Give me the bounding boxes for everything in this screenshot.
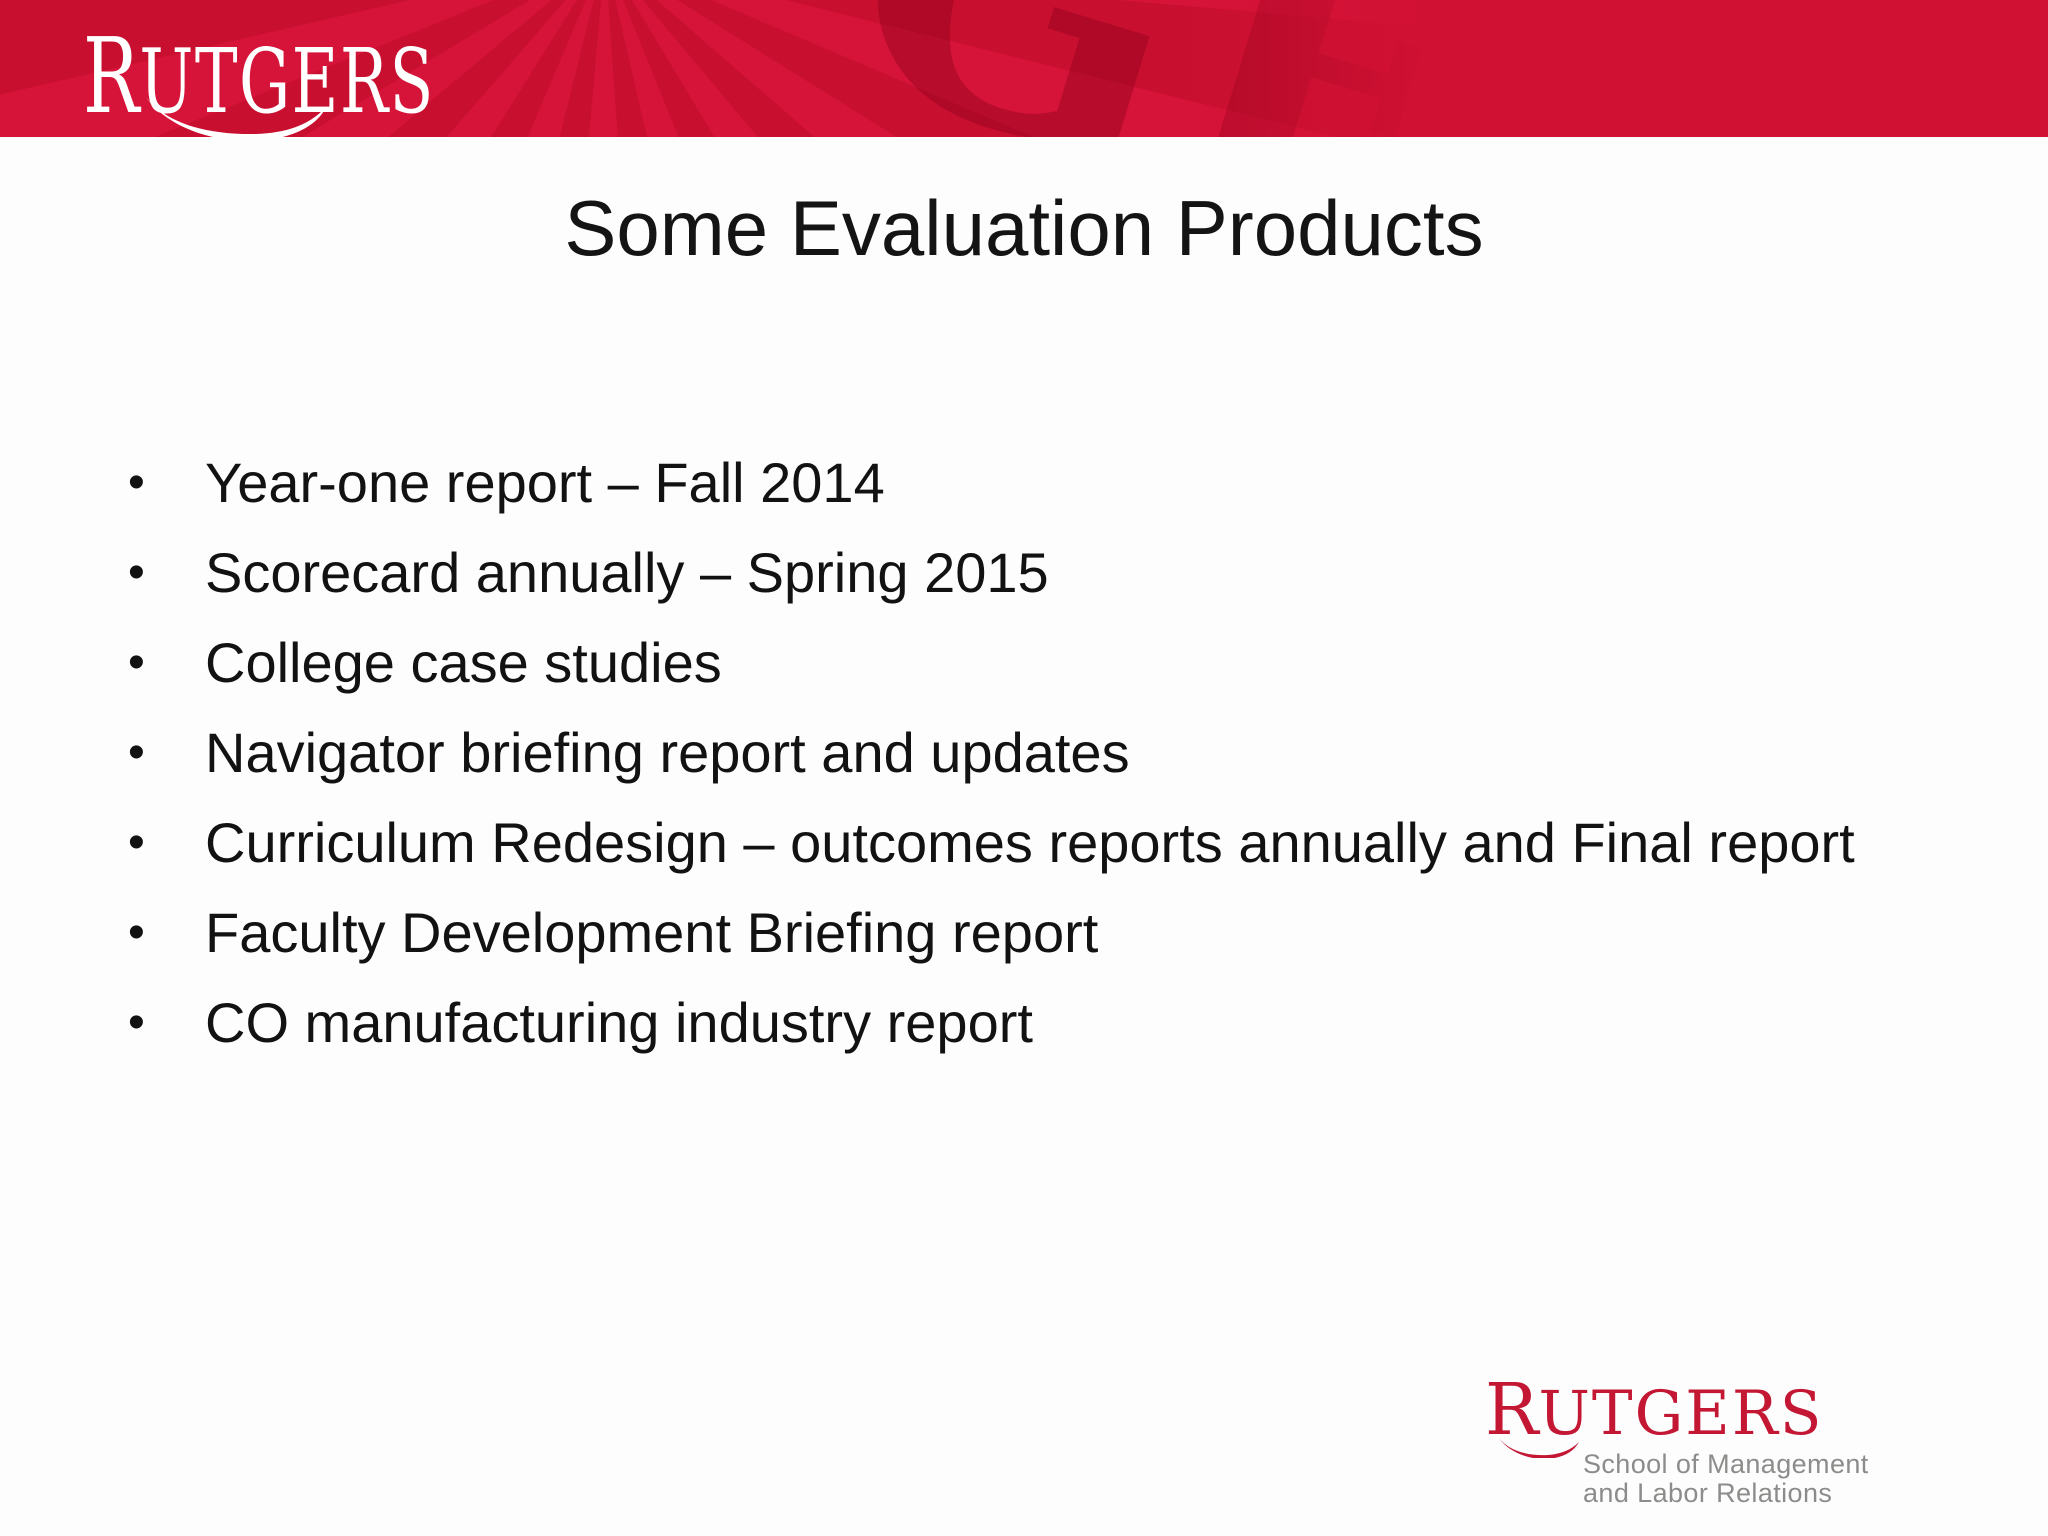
list-item: • Year-one report – Fall 2014	[128, 445, 1868, 520]
bullet-text: Navigator briefing report and updates	[205, 721, 1130, 784]
bullet-dot: •	[128, 636, 145, 689]
footer-wordmark-initial: R	[1485, 1368, 1539, 1451]
header-banner: GE RUTGERS	[0, 0, 2048, 137]
page-title: Some Evaluation Products	[564, 184, 1484, 272]
bullet-text: Faculty Development Briefing report	[205, 901, 1099, 964]
list-item: • Scorecard annually – Spring 2015	[128, 535, 1868, 610]
list-item: • Faculty Development Briefing report	[128, 895, 1868, 970]
rutgers-r-swash-icon	[146, 97, 326, 137]
school-subtitle-line1: School of Management	[1583, 1449, 1869, 1479]
rutgers-smlr-logo: RUTGERS	[1485, 1374, 1824, 1458]
footer-wordmark-rest: UTGERS	[1538, 1378, 1824, 1449]
bullet-list: • Year-one report – Fall 2014 • Scorecar…	[128, 445, 1868, 1075]
bullet-dot: •	[128, 546, 145, 599]
bullet-text: College case studies	[205, 631, 722, 694]
bullet-text: Curriculum Redesign – outcomes reports a…	[205, 811, 1855, 874]
rutgers-wordmark: RUTGERS	[83, 24, 435, 128]
banner-flat-overlay	[0, 0, 2048, 137]
bullet-text: Scorecard annually – Spring 2015	[205, 541, 1049, 604]
bullet-dot: •	[128, 906, 145, 959]
bullet-dot: •	[128, 726, 145, 779]
bullet-text: CO manufacturing industry report	[205, 991, 1033, 1054]
school-subtitle: School of Management and Labor Relations	[1583, 1450, 1869, 1508]
school-subtitle-line2: and Labor Relations	[1583, 1478, 1833, 1508]
bullet-dot: •	[128, 816, 145, 869]
list-item: • CO manufacturing industry report	[128, 985, 1868, 1060]
bullet-dot: •	[128, 456, 145, 509]
list-item: • Curriculum Redesign – outcomes reports…	[128, 805, 1868, 880]
list-item: • College case studies	[128, 625, 1868, 700]
footer-r-swash-icon	[1499, 1438, 1579, 1458]
footer-rutgers-wordmark: RUTGERS	[1485, 1374, 1824, 1445]
wordmark-rest: UTGERS	[139, 29, 435, 133]
list-item: • Navigator briefing report and updates	[128, 715, 1868, 790]
bullet-dot: •	[128, 996, 145, 1049]
bullet-text: Year-one report – Fall 2014	[205, 451, 885, 514]
wordmark-initial: R	[83, 15, 140, 137]
